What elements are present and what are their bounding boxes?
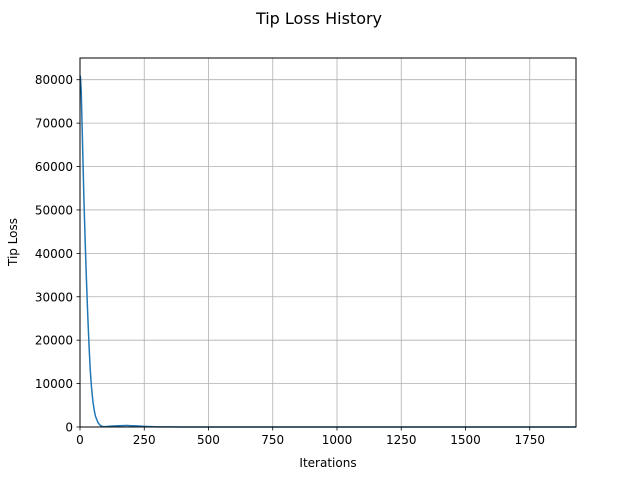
y-axis-label: Tip Loss (6, 218, 20, 267)
y-tick-label: 70000 (35, 117, 73, 131)
x-tick-label: 1500 (450, 433, 481, 447)
x-tick-label: 500 (197, 433, 220, 447)
grid (79, 58, 576, 428)
y-tick-label: 50000 (35, 203, 73, 217)
y-tick-label: 40000 (35, 247, 73, 261)
plot-frame (79, 57, 577, 428)
y-tick-label: 0 (65, 421, 73, 435)
x-tick-label: 750 (261, 433, 284, 447)
y-tick-label: 60000 (35, 160, 73, 174)
y-axis-ticks: 0 10000 20000 30000 40000 50000 60000 70000 8000… (35, 73, 80, 435)
x-axis-ticks: 0 250 500 750 1000 1250 1500 1750 (76, 427, 545, 447)
y-tick-label: 10000 (35, 377, 73, 391)
y-tick-label: 30000 (35, 290, 73, 304)
x-tick-label: 1000 (322, 433, 353, 447)
plot-area (80, 58, 576, 427)
x-tick-label: 0 (76, 433, 84, 447)
x-tick-label: 250 (133, 433, 156, 447)
y-tick-label: 20000 (35, 334, 73, 348)
x-axis-label: Iterations (299, 456, 356, 470)
x-tick-label: 1750 (514, 433, 545, 447)
y-tick-label: 80000 (35, 73, 73, 87)
chart-title: Tip Loss History (255, 9, 382, 28)
x-tick-label: 1250 (386, 433, 417, 447)
